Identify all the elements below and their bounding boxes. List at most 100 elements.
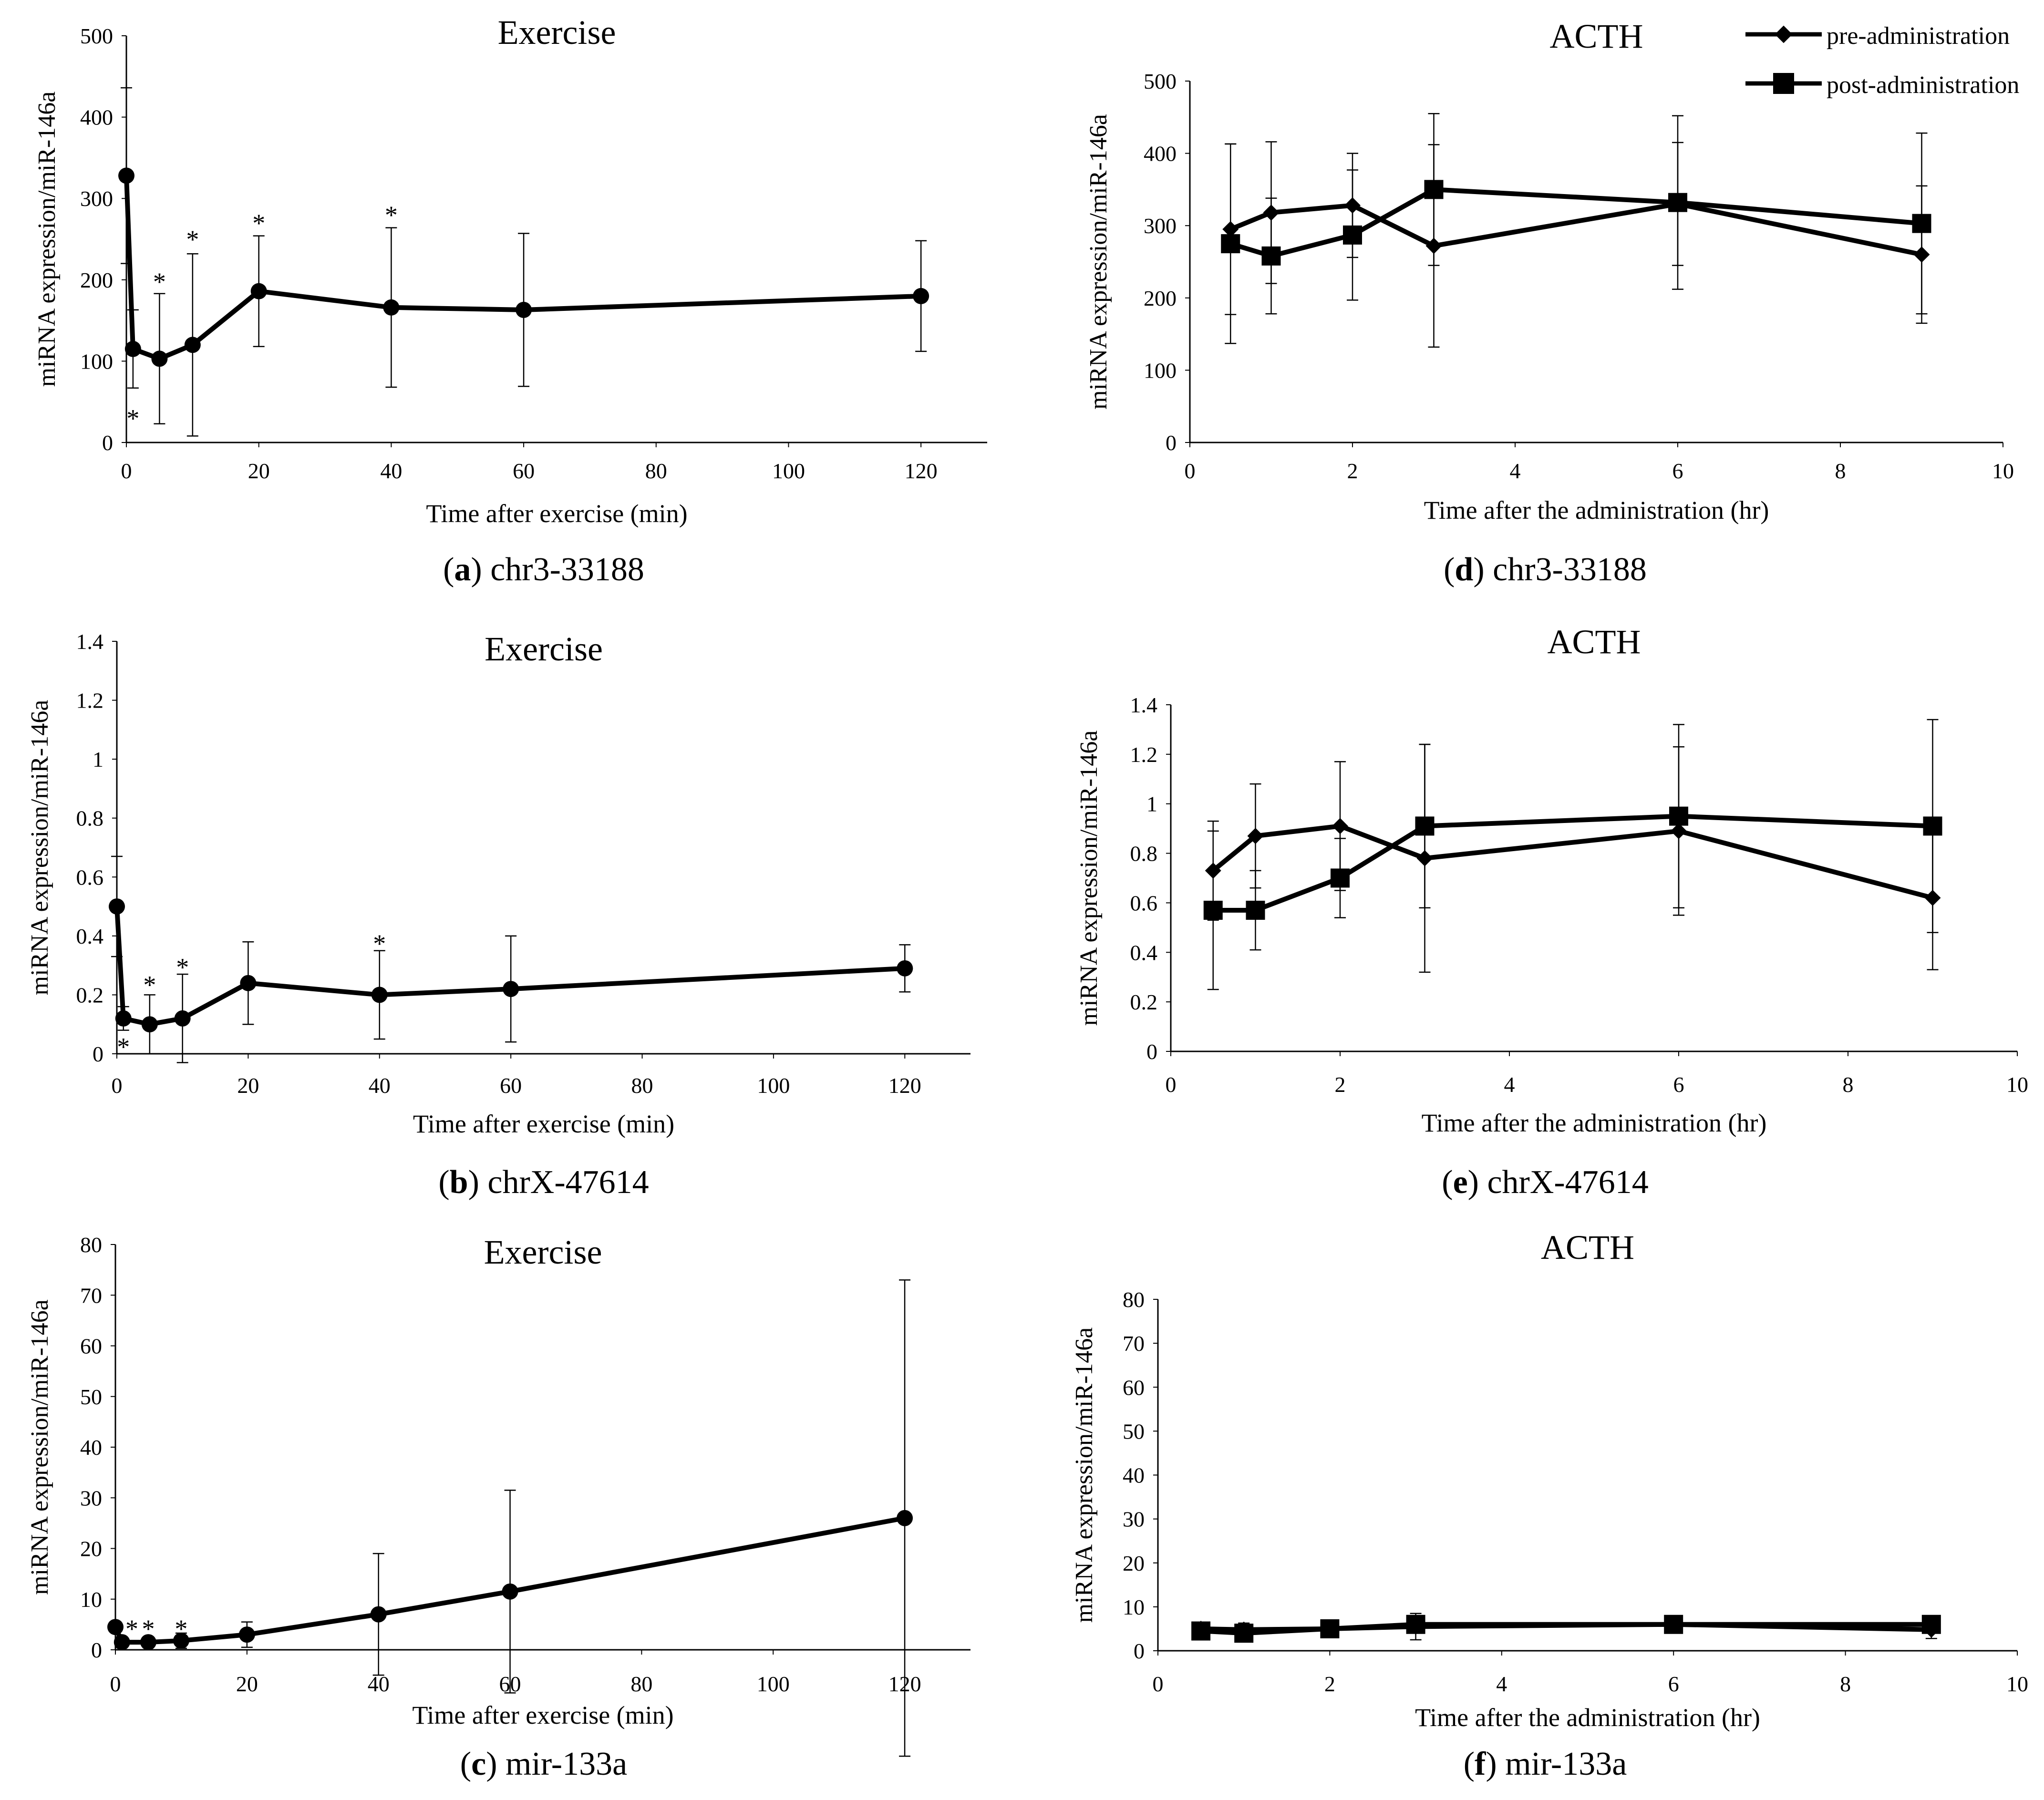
x-tick-label: 40 — [369, 1073, 391, 1098]
significance-asterisk: * — [153, 267, 166, 296]
caption-d: (d) chr3-33188 — [1444, 551, 1647, 588]
data-point — [1664, 1615, 1683, 1634]
significance-asterisk: * — [143, 971, 156, 999]
x-tick-label: 0 — [1185, 459, 1196, 483]
chart-panel-f: ACTH 0 10 20 30 40 50 60 70 80 0 2 4 6 8 10 Time after t… — [1071, 1228, 2028, 1732]
data-point — [1261, 246, 1281, 266]
chart-panel-e: ACTH 0 0.2 0.4 0.6 0.8 1 1.2 1.4 0 2 4 6 8 10 Time afte… — [1075, 623, 2028, 1137]
x-tick-label: 40 — [380, 459, 402, 483]
caption-f-text: mir-133a — [1505, 1746, 1627, 1782]
y-tick-label: 0 — [102, 431, 113, 455]
data-point — [174, 1010, 191, 1027]
y-tick-label: 0 — [1134, 1639, 1145, 1663]
caption-e-text: chrX-47614 — [1487, 1164, 1649, 1201]
data-point — [1415, 816, 1435, 836]
x-axis-label: Time after exercise (min) — [413, 1110, 674, 1138]
series-exercise — [107, 1279, 913, 1757]
y-tick-label: 1.4 — [76, 629, 104, 654]
chart-title: Exercise — [484, 1233, 602, 1271]
x-tick-label: 100 — [757, 1073, 790, 1098]
x-tick-label: 6 — [1672, 459, 1683, 483]
y-tick-label: 80 — [80, 1233, 102, 1257]
significance-asterisk: * — [126, 404, 139, 432]
data-point — [516, 301, 532, 318]
x-tick-label: 4 — [1510, 459, 1521, 483]
chart-title: ACTH — [1541, 1228, 1634, 1266]
x-tick-label: 20 — [248, 459, 270, 483]
chart-title: Exercise — [485, 630, 603, 668]
caption-d-letter: d — [1455, 551, 1474, 588]
x-tick-label: 20 — [236, 1672, 258, 1696]
legend-pre-diamond-icon — [1775, 25, 1793, 43]
data-point — [151, 350, 168, 367]
data-point — [897, 960, 913, 977]
y-axis-label: miRNA expression/miR-146a — [1075, 730, 1103, 1026]
y-tick-label: 0 — [91, 1638, 102, 1662]
significance-asterisk: * — [117, 1032, 130, 1061]
x-axis-label: Time after the administration (hr) — [1422, 1109, 1767, 1137]
y-tick-label: 200 — [80, 268, 113, 292]
data-point — [107, 1619, 124, 1635]
x-tick-label: 0 — [121, 459, 132, 483]
y-tick-label: 1.2 — [1130, 742, 1158, 767]
y-tick-label: 400 — [1144, 142, 1177, 166]
series-exercise — [109, 855, 913, 1063]
y-tick-label: 40 — [1123, 1463, 1145, 1488]
y-tick-label: 0 — [1146, 1039, 1157, 1064]
x-tick-label: 80 — [630, 1672, 652, 1696]
y-tick-label: 0 — [93, 1042, 103, 1066]
x-tick-label: 4 — [1496, 1672, 1507, 1696]
data-point — [370, 1606, 387, 1623]
y-tick-label: 1 — [1146, 792, 1157, 816]
y-axis-label: miRNA expression/miR-146a — [26, 700, 53, 996]
data-point — [383, 299, 400, 316]
caption-e-letter: e — [1453, 1164, 1468, 1201]
chart-title: ACTH — [1548, 623, 1641, 661]
x-tick-label: 80 — [645, 459, 667, 483]
caption-b-text: chrX-47614 — [487, 1164, 649, 1201]
caption-a-text: chr3-33188 — [490, 551, 644, 588]
data-point — [141, 1016, 158, 1033]
x-axis-label: Time after the administration (hr) — [1415, 1703, 1760, 1732]
x-tick-label: 2 — [1335, 1072, 1346, 1097]
y-tick-label: 0.8 — [1130, 842, 1158, 866]
x-tick-label: 60 — [513, 459, 535, 483]
x-tick-label: 10 — [1992, 459, 2014, 483]
data-point — [1203, 901, 1223, 920]
caption-a-letter: a — [454, 551, 471, 588]
significance-asterisk: * — [385, 201, 398, 229]
y-tick-label: 0.4 — [76, 924, 104, 948]
y-tick-label: 0.2 — [76, 983, 104, 1007]
data-point — [1247, 828, 1264, 844]
data-point — [913, 288, 929, 304]
data-point — [1246, 901, 1265, 920]
x-axis-label: Time after exercise (min) — [412, 1701, 673, 1729]
y-tick-label: 100 — [1144, 358, 1177, 382]
x-tick-label: 60 — [500, 1073, 522, 1098]
x-tick-label: 0 — [112, 1073, 123, 1098]
y-tick-label: 300 — [80, 186, 113, 211]
x-axis-label: Time after exercise (min) — [426, 499, 687, 528]
x-tick-label: 100 — [772, 459, 805, 483]
data-point — [1343, 225, 1362, 245]
data-point — [1331, 868, 1350, 888]
x-tick-label: 2 — [1347, 459, 1358, 483]
y-tick-label: 0.4 — [1130, 940, 1158, 965]
y-tick-label: 0.8 — [76, 806, 104, 831]
series-post-administration — [1221, 113, 1931, 344]
data-point — [109, 898, 125, 915]
caption-c-text: mir-133a — [506, 1746, 628, 1782]
significance-asterisk: * — [252, 209, 265, 237]
x-tick-label: 8 — [1840, 1672, 1851, 1696]
data-point — [1320, 1619, 1340, 1638]
y-tick-label: 60 — [1123, 1375, 1145, 1399]
y-tick-label: 0.6 — [76, 865, 104, 889]
y-tick-label: 10 — [80, 1587, 102, 1612]
y-tick-label: 50 — [1123, 1419, 1145, 1443]
y-tick-label: 70 — [80, 1283, 102, 1307]
x-tick-label: 20 — [237, 1073, 259, 1098]
significance-asterisk: * — [373, 929, 386, 958]
x-tick-label: 10 — [2006, 1072, 2028, 1097]
significance-asterisk: * — [142, 1615, 155, 1643]
data-point — [1424, 180, 1444, 199]
